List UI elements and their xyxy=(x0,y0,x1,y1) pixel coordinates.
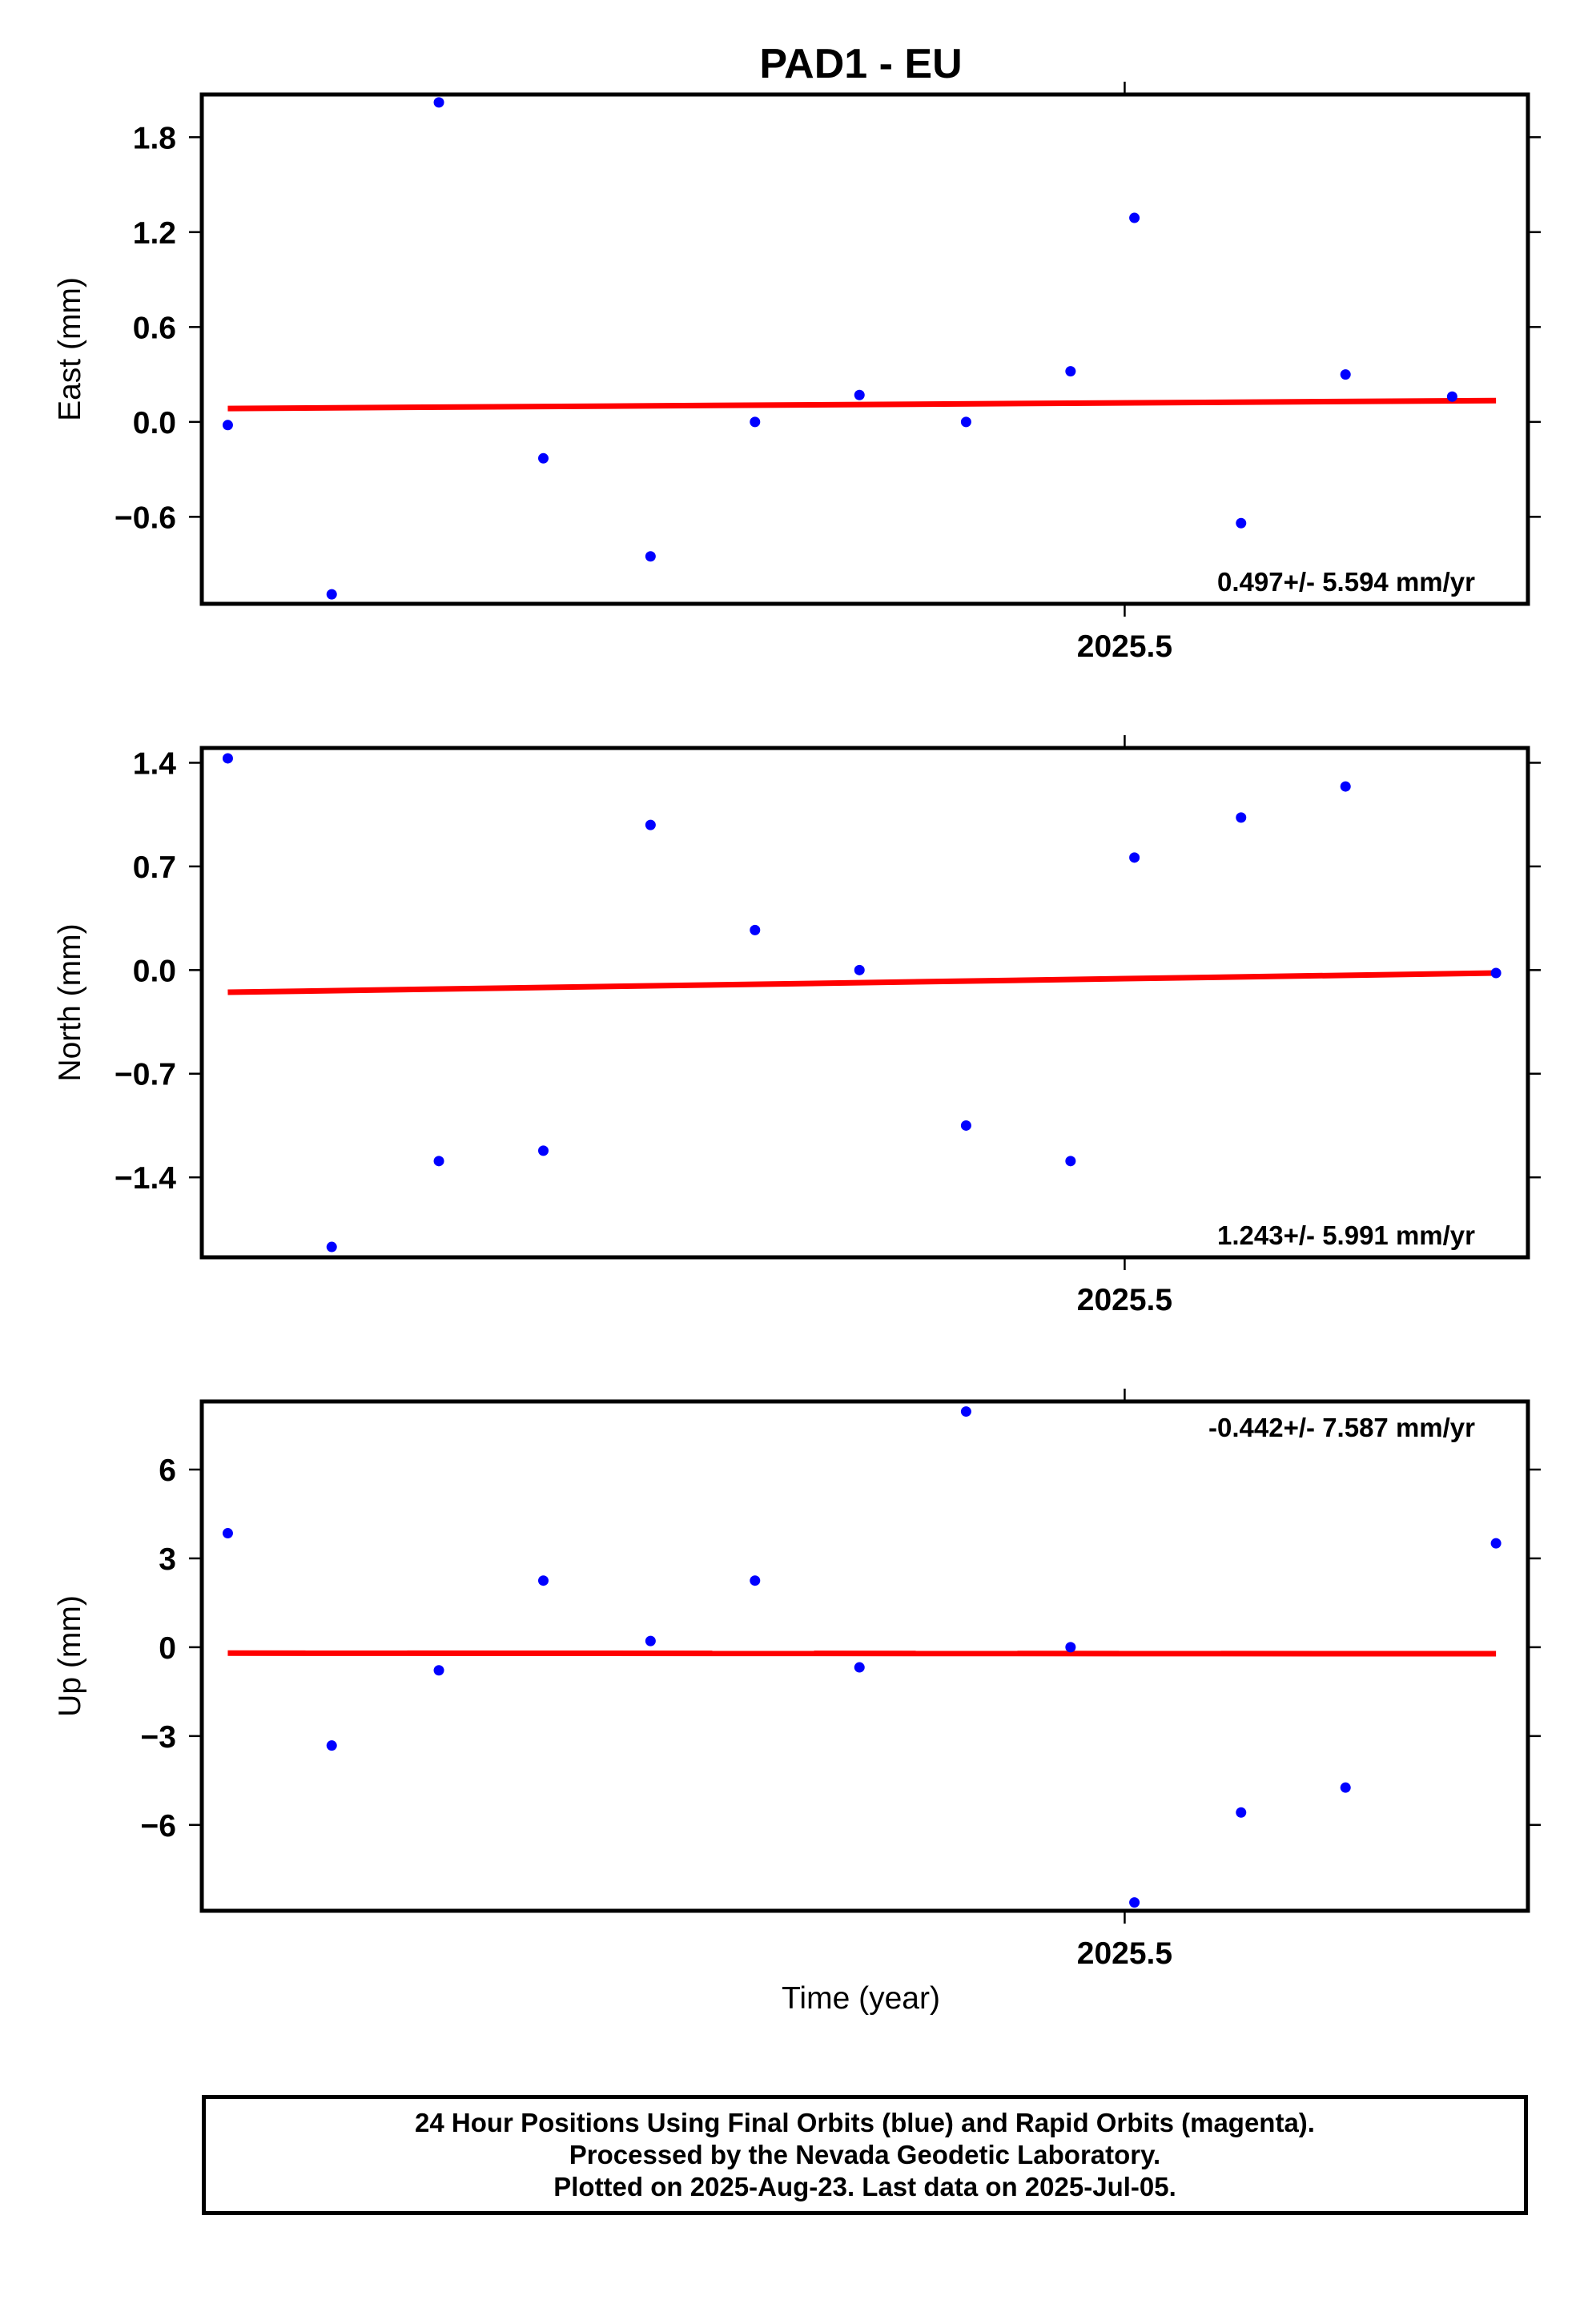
trend-line xyxy=(227,970,1497,995)
y-tick-label: 1.2 xyxy=(133,216,176,251)
data-point xyxy=(1129,212,1140,223)
x-axis-label: Time (year) xyxy=(782,1981,940,2016)
y-tick-label: 6 xyxy=(159,1454,176,1488)
data-point xyxy=(433,97,444,108)
y-tick-label: 1.8 xyxy=(133,121,176,155)
rate-annotation: 1.243+/- 5.991 mm/yr xyxy=(1217,1220,1475,1250)
y-axis-label: East (mm) xyxy=(53,277,87,421)
footer-line-3: Plotted on 2025-Aug-23. Last data on 202… xyxy=(553,2172,1176,2201)
y-tick-label: 0.7 xyxy=(133,850,176,885)
y-tick-label: 1.4 xyxy=(133,746,177,781)
panel-2: −1.4 −0.7 0.0 0.7 1.4 2025.5 North (mm) 1.243+/… xyxy=(53,735,1541,1317)
panels: −0.6 0.0 0.6 1.2 1.8 2025.5 East (mm) 0.497+/- … xyxy=(53,82,1541,1971)
chart-title: PAD1 - EU xyxy=(759,41,962,87)
trend-line xyxy=(227,1650,1497,1657)
plot-frame xyxy=(199,92,1530,606)
trend-line xyxy=(227,397,1497,412)
data-point xyxy=(1129,852,1140,863)
y-tick-label: 0.0 xyxy=(133,406,176,440)
y-tick-label: 3 xyxy=(159,1542,176,1577)
data-point xyxy=(750,924,761,935)
data-point xyxy=(1446,391,1457,402)
x-tick-label: 2025.5 xyxy=(1077,1936,1172,1971)
x-tick-label: 2025.5 xyxy=(1077,1283,1172,1317)
rate-annotation: -0.442+/- 7.587 mm/yr xyxy=(1208,1413,1475,1442)
data-point xyxy=(326,1740,337,1751)
plot-frame xyxy=(199,746,1530,1260)
data-point xyxy=(645,819,656,830)
data-point xyxy=(750,1575,761,1586)
data-point xyxy=(326,589,337,600)
data-point xyxy=(1490,967,1502,979)
data-point xyxy=(1236,1807,1247,1818)
y-tick-label: −0.7 xyxy=(115,1058,176,1092)
y-tick-label: 0.6 xyxy=(133,311,176,345)
panel-1: −0.6 0.0 0.6 1.2 1.8 2025.5 East (mm) 0.497+/- … xyxy=(53,82,1541,664)
panel-3: −6 −3 0 3 6 2025.5 Up (mm) -0.442+/- 7.587 mm/y… xyxy=(53,1389,1541,1971)
y-tick-label: −3 xyxy=(141,1720,176,1755)
data-point xyxy=(222,753,233,764)
data-point xyxy=(222,1528,233,1539)
data-point xyxy=(645,1635,656,1647)
y-tick-label: −1.4 xyxy=(115,1161,176,1196)
data-point xyxy=(1340,1782,1351,1793)
data-point xyxy=(326,1241,337,1252)
data-point xyxy=(538,1145,549,1156)
data-point xyxy=(854,1662,865,1673)
data-point xyxy=(854,964,865,975)
data-point xyxy=(1340,369,1351,380)
data-point xyxy=(433,1156,444,1167)
data-point xyxy=(960,1406,971,1417)
data-point xyxy=(1129,1897,1140,1908)
data-point xyxy=(222,420,233,431)
footer-line-1: 24 Hour Positions Using Final Orbits (bl… xyxy=(415,2108,1315,2137)
y-tick-label: 0 xyxy=(159,1631,176,1666)
data-point xyxy=(1065,1156,1076,1167)
footer-box: 24 Hour Positions Using Final Orbits (bl… xyxy=(202,2095,1528,2215)
data-point xyxy=(1236,517,1247,529)
data-point xyxy=(1340,781,1351,792)
x-tick-label: 2025.5 xyxy=(1077,629,1172,664)
y-axis-label: North (mm) xyxy=(53,923,87,1081)
data-point xyxy=(538,452,549,464)
footer-line-2: Processed by the Nevada Geodetic Laborat… xyxy=(569,2140,1161,2169)
rate-annotation: 0.497+/- 5.594 mm/yr xyxy=(1217,567,1475,597)
y-axis-label: Up (mm) xyxy=(53,1595,87,1717)
data-point xyxy=(1065,1642,1076,1653)
y-tick-label: −6 xyxy=(141,1809,176,1844)
data-point xyxy=(960,416,971,428)
data-point xyxy=(1490,1538,1502,1549)
data-point xyxy=(538,1575,549,1586)
data-point xyxy=(854,389,865,400)
data-point xyxy=(645,551,656,562)
data-point xyxy=(433,1665,444,1676)
y-tick-label: 0.0 xyxy=(133,954,176,988)
plot-frame xyxy=(199,1399,1530,1913)
y-tick-label: −0.6 xyxy=(115,501,176,535)
data-point xyxy=(1236,812,1247,823)
data-point xyxy=(750,416,761,428)
data-point xyxy=(960,1120,971,1131)
data-point xyxy=(1065,366,1076,377)
